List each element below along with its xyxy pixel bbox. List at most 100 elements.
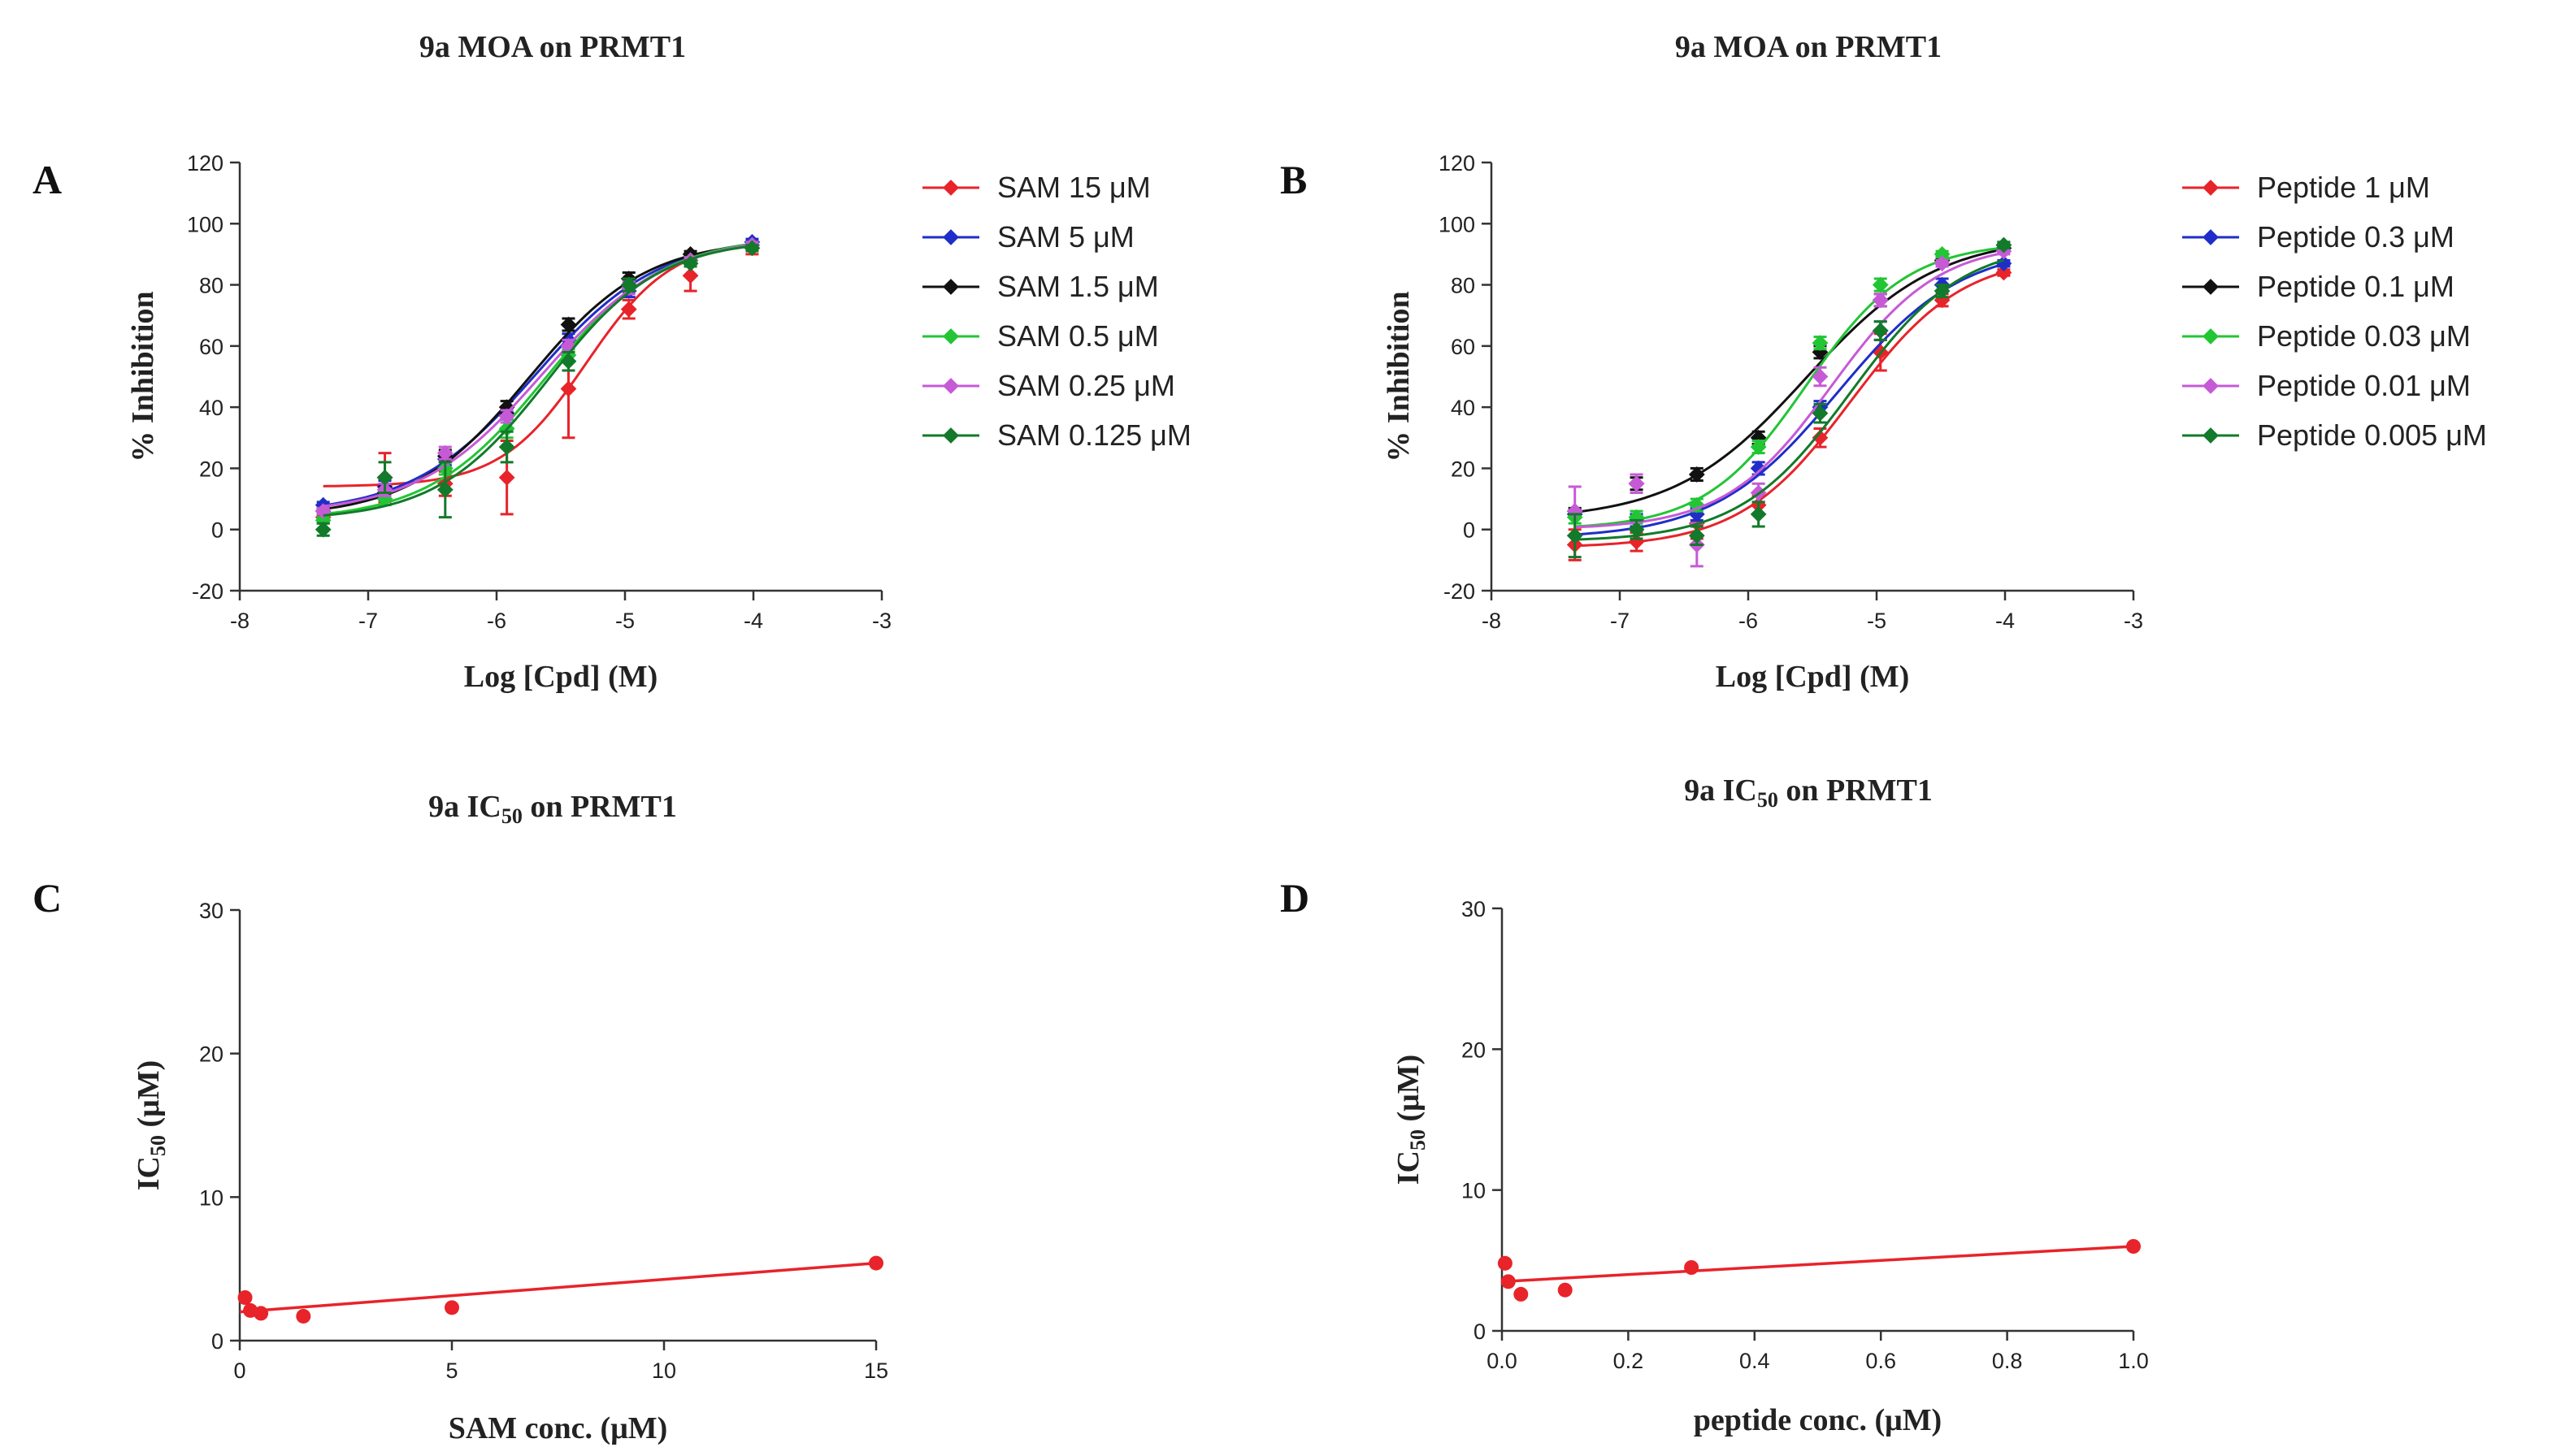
panel-a-x-tick-label: -7	[358, 609, 378, 633]
panel-b-data-point	[1995, 255, 2012, 272]
panel-a-fit-curve	[323, 245, 753, 517]
panel-b-title: 9a MOA on PRMT1	[1675, 30, 1942, 64]
panel-a-legend-marker	[943, 180, 959, 196]
panel-b-legend-marker	[2203, 229, 2219, 245]
panel-d-letter: D	[1280, 875, 1309, 921]
panel-b-x-tick-label: -3	[2124, 609, 2143, 633]
panel-a-data-point	[620, 301, 637, 318]
panel-c-x-tick-label: 10	[652, 1358, 676, 1383]
panel-d-x-tick-label: 0.2	[1613, 1349, 1644, 1373]
panel-b-data-point	[1812, 429, 1829, 446]
panel-c-y-tick-label: 20	[199, 1042, 224, 1067]
panel-b-legend-marker	[2203, 279, 2219, 295]
panel-d-x-tick-label: 0.0	[1486, 1349, 1517, 1373]
panel-a-legend-marker	[943, 427, 959, 444]
panel-b-fit-curve	[1574, 246, 2004, 528]
panel-c-x-tick-label: 15	[864, 1358, 888, 1383]
panel-d-x-tick-label: 0.4	[1739, 1349, 1770, 1373]
panel-a-series-1: SAM 15 μM	[315, 171, 1151, 526]
panel-d-fit-line	[1501, 1245, 2134, 1284]
panel-a-letter: A	[33, 157, 62, 202]
panel-a-legend-marker	[943, 279, 959, 295]
panel-b-legend-label: Peptide 0.01 μM	[2257, 369, 2471, 402]
panel-c-y-tick-label: 0	[211, 1329, 224, 1354]
panel-c-letter: C	[33, 875, 62, 921]
panel-d-x-tick-label: 0.6	[1865, 1349, 1896, 1373]
panel-b-y-tick-label: 100	[1439, 212, 1475, 236]
panel-b-legend-label: Peptide 1 μM	[2257, 171, 2430, 204]
panel-a-data-point	[315, 521, 332, 538]
panel-c-fit-line	[239, 1261, 877, 1314]
panel-b-y-tick-label: 20	[1451, 457, 1475, 481]
panel-b-data-point	[1750, 505, 1767, 522]
panel-b-y-tick-label: 40	[1451, 396, 1475, 420]
panel-b-fit-curve	[1574, 258, 2004, 541]
panel-b-data-point	[1812, 368, 1829, 385]
panel-c-title: 9a IC50 on PRMT1	[428, 790, 677, 828]
panel-b-data-point	[1934, 246, 1951, 262]
panel-c-y-tick-label: 10	[199, 1185, 224, 1210]
panel-d-data-point	[2126, 1239, 2141, 1254]
panel-b-legend-marker	[2203, 328, 2219, 344]
panel-d-y-tick-label: 0	[1473, 1320, 1486, 1344]
panel-b-data-point	[1872, 292, 1889, 309]
panel-a-legend-marker	[943, 328, 959, 344]
panel-c-x-tick-label: 5	[445, 1358, 458, 1383]
panel-a-y-tick-label: 40	[199, 396, 224, 420]
panel-b-legend-label: Peptide 0.03 μM	[2257, 319, 2471, 353]
panel-b-data-point	[1934, 255, 1951, 272]
panel-a-x-axis-label: Log [Cpd] (M)	[464, 660, 658, 694]
panel-a-y-tick-label: 60	[199, 335, 224, 359]
panel-a-x-tick-label: -3	[872, 609, 892, 633]
panel-a-legend-label: SAM 0.25 μM	[997, 369, 1175, 402]
panel-a-fit-curve	[323, 244, 753, 511]
panel-d-data-point	[1557, 1282, 1573, 1298]
panel-b-legend-label: Peptide 0.005 μM	[2257, 418, 2487, 452]
panel-b-legend-marker	[2203, 427, 2219, 444]
panel-b-legend-label: Peptide 0.3 μM	[2257, 220, 2454, 254]
panel-b-data-point	[1812, 335, 1829, 351]
panel-b-y-axis-label: % Inhibition	[1382, 291, 1416, 462]
panel-b-data-point	[1934, 283, 1951, 299]
panel-b-x-tick-label: -4	[1995, 609, 2015, 633]
panel-d-x-axis-label: peptide conc. (μM)	[1694, 1403, 1942, 1437]
panel-a-series-6: SAM 0.125 μM	[315, 240, 1191, 538]
panel-c-data-point	[869, 1255, 883, 1271]
panel-a-legend-marker	[943, 229, 959, 245]
panel-d-y-tick-label: 20	[1461, 1038, 1486, 1062]
panel-b-fit-curve	[1574, 248, 2004, 514]
panel-c-data-point	[296, 1308, 311, 1324]
panel-c-data-point	[237, 1290, 253, 1305]
panel-c-y-axis-label: IC50 (μM)	[132, 1060, 170, 1190]
panel-b: 9a MOA on PRMT1 B -8 -7 -6 -5 -4 -3 -20 0 20 40 60 80…	[1280, 30, 2487, 694]
panel-a-data-point	[560, 316, 577, 333]
panel-b-data-point	[1872, 276, 1889, 293]
panel-a-y-tick-label: 20	[199, 457, 224, 481]
panel-b-fit-curve	[1574, 271, 2004, 548]
panel-a-legend-label: SAM 0.125 μM	[997, 418, 1191, 452]
panel-d-data-point	[1513, 1286, 1529, 1302]
panel-d: 9a IC50 on PRMT1 D 0.0 0.2 0.4 0.6 0.8 1.0 0 10 20…	[1280, 774, 2149, 1437]
panel-a-x-tick-label: -5	[615, 609, 635, 633]
panel-a-data-point	[376, 469, 393, 486]
panel-a-data-point	[498, 469, 515, 486]
panel-c-y-tick-label: 30	[199, 899, 224, 923]
panel-b-x-tick-label: -7	[1610, 609, 1630, 633]
panel-a-title: 9a MOA on PRMT1	[419, 30, 686, 64]
panel-a-legend-label: SAM 15 μM	[997, 171, 1151, 204]
panel-b-data-point	[1628, 521, 1645, 538]
panel-a-fit-curve	[323, 242, 753, 507]
panel-b-y-tick-label: 60	[1451, 335, 1475, 359]
panel-c-x-tick-label: 0	[233, 1358, 245, 1383]
panel-c-x-axis-label: SAM conc. (μM)	[449, 1411, 668, 1445]
panel-b-data-point	[1750, 460, 1767, 477]
panel-b-y-tick-label: 120	[1439, 151, 1475, 176]
panel-a-data-point	[498, 439, 515, 455]
panel-d-data-point	[1684, 1260, 1699, 1275]
panel-a-data-point	[560, 380, 577, 397]
panel-a-y-tick-label: 120	[187, 151, 224, 176]
panel-b-data-point	[1628, 475, 1645, 492]
panel-d-data-point	[1500, 1274, 1516, 1289]
panel-a-legend-label: SAM 0.5 μM	[997, 319, 1159, 353]
